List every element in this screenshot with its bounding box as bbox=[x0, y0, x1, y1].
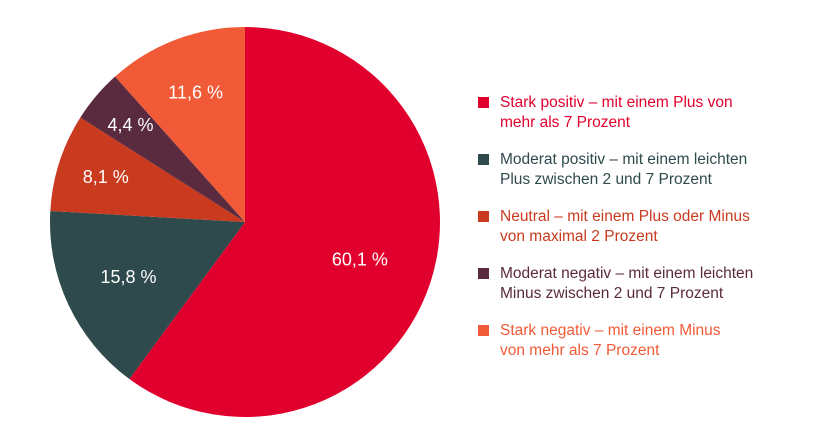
legend-item-2: Moderat positiv – mit einem leichten Plus… bbox=[478, 150, 818, 190]
legend-label-line: Moderat negativ – mit einem leichten bbox=[500, 265, 754, 282]
legend-label-3: Neutral – mit einem Plus oder Minus von m… bbox=[500, 207, 818, 247]
slice-value-label-1: 60,1 % bbox=[332, 250, 388, 270]
pie-slice-2 bbox=[49, 210, 245, 380]
legend-label-line: Minus zwischen 2 und 7 Prozent bbox=[500, 285, 724, 302]
legend-label-2: Moderat positiv – mit einem leichten Plus… bbox=[500, 150, 818, 190]
legend-label-line: mehr als 7 Prozent bbox=[500, 114, 631, 131]
legend-label-line: von maximal 2 Prozent bbox=[500, 228, 658, 245]
legend-item-3: Neutral – mit einem Plus oder Minus von m… bbox=[478, 207, 818, 247]
legend-label-line: Stark negativ – mit einem Minus bbox=[500, 322, 721, 339]
legend-label-5: Stark negativ – mit einem Minus von mehr … bbox=[500, 321, 818, 361]
pie-slices bbox=[49, 27, 440, 418]
legend-swatch-4 bbox=[478, 268, 489, 279]
pie-slice-3 bbox=[50, 117, 245, 222]
pie-slice-1 bbox=[129, 27, 440, 418]
legend-label-line: Plus zwischen 2 und 7 Prozent bbox=[500, 171, 712, 188]
legend-label-line: Moderat positiv – mit einem leichten bbox=[500, 151, 748, 168]
legend-label-1: Stark positiv – mit einem Plus von mehr a… bbox=[500, 93, 818, 133]
legend-label-line: Neutral – mit einem Plus oder Minus bbox=[500, 208, 750, 225]
legend-swatch-2 bbox=[478, 154, 489, 165]
slice-value-label-2: 15,8 % bbox=[101, 267, 157, 287]
slice-value-label-3: 8,1 % bbox=[83, 167, 129, 187]
legend-label-line: Stark positiv – mit einem Plus von bbox=[500, 94, 733, 111]
legend-label-4: Moderat negativ – mit einem leichten Minu… bbox=[500, 264, 818, 304]
legend-swatch-3 bbox=[478, 211, 489, 222]
legend-swatch-1 bbox=[478, 97, 489, 108]
legend: Stark positiv – mit einem Plus von mehr a… bbox=[478, 93, 818, 378]
slice-value-label-5: 11,6 % bbox=[168, 83, 223, 103]
legend-label-line: von mehr als 7 Prozent bbox=[500, 342, 660, 359]
legend-swatch-5 bbox=[478, 325, 489, 336]
pie-slice-4 bbox=[80, 76, 246, 222]
legend-item-5: Stark negativ – mit einem Minus von mehr … bbox=[478, 321, 818, 361]
legend-item-4: Moderat negativ – mit einem leichten Minu… bbox=[478, 264, 818, 304]
slice-value-label-4: 4,4 % bbox=[108, 115, 154, 135]
pie-slice-5 bbox=[115, 27, 245, 222]
pie-value-labels: 60,1 % 15,8 % 8,1 % 4,4 % 11,6 % bbox=[83, 83, 388, 287]
legend-item-1: Stark positiv – mit einem Plus von mehr a… bbox=[478, 93, 818, 133]
